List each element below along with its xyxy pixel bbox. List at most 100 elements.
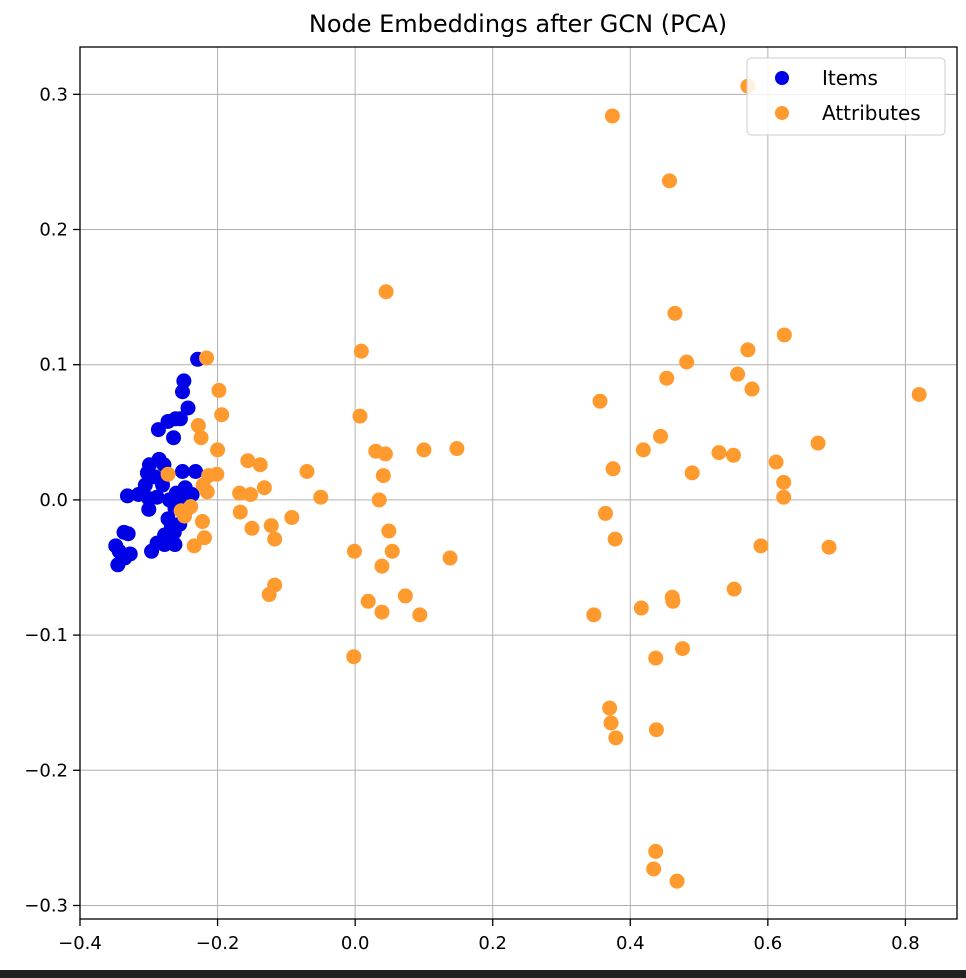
data-point-attributes bbox=[598, 505, 614, 521]
data-point-items bbox=[119, 488, 135, 504]
data-point-items bbox=[188, 464, 204, 480]
data-point-attributes bbox=[211, 382, 227, 398]
data-point-attributes bbox=[768, 454, 784, 470]
data-point-attributes bbox=[592, 393, 608, 409]
data-point-attributes bbox=[648, 650, 664, 666]
data-point-attributes bbox=[586, 607, 602, 623]
data-point-attributes bbox=[381, 523, 397, 539]
data-point-attributes bbox=[711, 445, 727, 461]
data-point-attributes bbox=[243, 486, 259, 502]
data-point-attributes bbox=[232, 485, 248, 501]
data-point-attributes bbox=[659, 370, 675, 386]
chart-title: Node Embeddings after GCN (PCA) bbox=[309, 10, 727, 38]
data-point-attributes bbox=[449, 441, 465, 457]
data-point-attributes bbox=[353, 343, 369, 359]
data-point-attributes bbox=[776, 489, 792, 505]
data-point-attributes bbox=[442, 550, 458, 566]
legend-label-items: Items bbox=[822, 66, 878, 90]
data-point-attributes bbox=[725, 447, 741, 463]
data-point-items bbox=[150, 422, 166, 438]
x-axis-ticks: −0.4 −0.2 0.0 0.2 0.4 0.6 0.8 bbox=[58, 919, 920, 954]
data-point-attributes bbox=[346, 543, 362, 559]
data-point-attributes bbox=[263, 518, 279, 534]
data-point-attributes bbox=[384, 543, 400, 559]
data-point-attributes bbox=[684, 465, 700, 481]
x-tick-label: −0.4 bbox=[58, 933, 102, 954]
data-point-attributes bbox=[374, 558, 390, 574]
data-point-attributes bbox=[267, 531, 283, 547]
data-point-attributes bbox=[653, 428, 669, 444]
data-point-attributes bbox=[199, 350, 215, 366]
data-points bbox=[108, 78, 927, 889]
data-point-items bbox=[110, 557, 126, 573]
x-tick-label: 0.4 bbox=[616, 933, 645, 954]
plot-frame bbox=[79, 46, 958, 920]
data-point-attributes bbox=[244, 520, 260, 536]
y-axis-ticks: −0.3 −0.2 −0.1 0.0 0.1 0.2 0.3 bbox=[24, 84, 80, 916]
x-tick-label: −0.2 bbox=[196, 933, 240, 954]
data-point-attributes bbox=[603, 715, 619, 731]
data-point-attributes bbox=[346, 649, 362, 665]
data-point-items bbox=[141, 501, 157, 517]
data-point-attributes bbox=[605, 461, 621, 477]
data-point-items bbox=[167, 537, 183, 553]
data-point-attributes bbox=[193, 430, 209, 446]
data-point-items bbox=[166, 430, 182, 446]
data-point-attributes bbox=[679, 354, 695, 370]
data-point-attributes bbox=[776, 474, 792, 490]
y-tick-label: −0.2 bbox=[24, 760, 68, 781]
data-point-attributes bbox=[210, 442, 226, 458]
legend-label-attributes: Attributes bbox=[822, 101, 921, 125]
data-point-items bbox=[157, 537, 173, 553]
data-point-attributes bbox=[252, 457, 268, 473]
data-point-attributes bbox=[753, 538, 769, 554]
legend-marker-items bbox=[775, 71, 789, 85]
legend: Items Attributes bbox=[746, 57, 946, 136]
legend-box bbox=[746, 57, 946, 136]
data-point-attributes bbox=[646, 861, 662, 877]
data-point-attributes bbox=[667, 305, 683, 321]
data-point-items bbox=[120, 526, 136, 542]
data-point-attributes bbox=[661, 173, 677, 189]
x-tick-label: 0.6 bbox=[754, 933, 783, 954]
data-point-items bbox=[184, 486, 200, 502]
data-point-attributes bbox=[360, 593, 376, 609]
bottom-border bbox=[0, 970, 966, 978]
y-tick-label: −0.3 bbox=[24, 895, 68, 916]
data-point-attributes bbox=[261, 587, 277, 603]
data-point-attributes bbox=[240, 453, 256, 469]
data-point-attributes bbox=[602, 700, 618, 716]
data-point-attributes bbox=[665, 593, 681, 609]
x-tick-label: 0.0 bbox=[341, 933, 370, 954]
data-point-items bbox=[174, 464, 190, 480]
data-point-attributes bbox=[412, 607, 428, 623]
data-point-attributes bbox=[256, 480, 272, 496]
data-point-attributes bbox=[821, 539, 837, 555]
data-point-attributes bbox=[352, 408, 368, 424]
data-point-attributes bbox=[378, 284, 394, 300]
data-point-attributes bbox=[635, 442, 651, 458]
legend-marker-attributes bbox=[775, 106, 789, 120]
data-point-attributes bbox=[608, 730, 624, 746]
data-point-attributes bbox=[730, 366, 746, 382]
y-tick-label: 0.1 bbox=[39, 355, 68, 376]
data-point-attributes bbox=[397, 588, 413, 604]
data-point-attributes bbox=[648, 843, 664, 859]
data-point-attributes bbox=[194, 514, 210, 530]
data-point-attributes bbox=[196, 530, 212, 546]
y-tick-label: −0.1 bbox=[24, 625, 68, 646]
data-point-attributes bbox=[669, 873, 685, 889]
grid-lines bbox=[79, 47, 957, 919]
data-point-items bbox=[144, 543, 160, 559]
data-point-attributes bbox=[648, 722, 664, 738]
data-point-attributes bbox=[371, 492, 387, 508]
data-point-attributes bbox=[810, 435, 826, 451]
data-point-items bbox=[180, 400, 196, 416]
data-point-items bbox=[149, 489, 165, 505]
data-point-attributes bbox=[726, 581, 742, 597]
data-point-attributes bbox=[232, 504, 248, 520]
y-tick-label: 0.0 bbox=[39, 490, 68, 511]
data-point-items bbox=[174, 384, 190, 400]
x-tick-label: 0.2 bbox=[478, 933, 507, 954]
